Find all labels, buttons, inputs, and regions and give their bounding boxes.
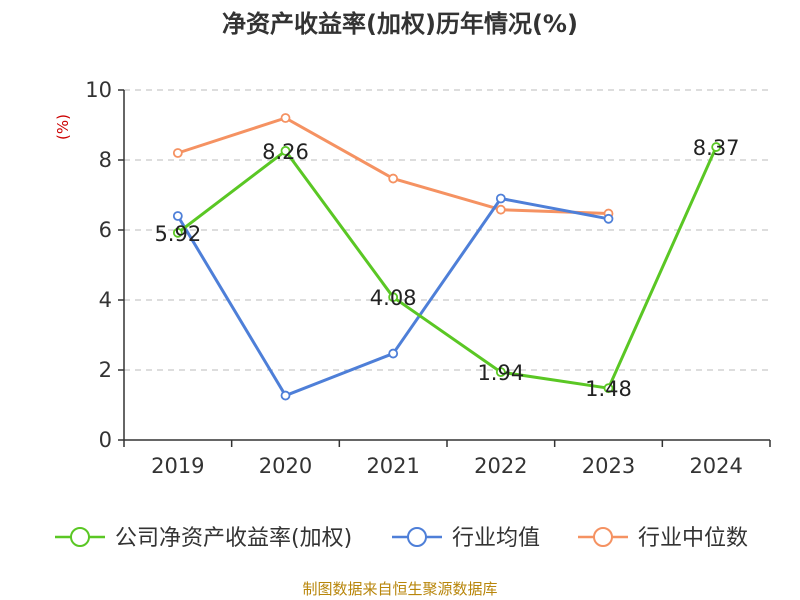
y-tick-label: 2 bbox=[99, 358, 112, 382]
data-labels: 5.92 8.26 4.08 1.94 1.48 8.37 bbox=[154, 136, 739, 401]
source-note: 制图数据来自恒生聚源数据库 bbox=[302, 580, 497, 598]
y-tick-label: 6 bbox=[99, 218, 112, 242]
data-point bbox=[495, 193, 506, 204]
data-label: 8.26 bbox=[262, 140, 309, 164]
legend-label: 公司净资产收益率(加权) bbox=[115, 526, 352, 551]
data-point bbox=[172, 227, 183, 238]
data-label: 1.94 bbox=[477, 361, 524, 385]
data-point bbox=[172, 211, 183, 221]
data-point bbox=[603, 383, 614, 394]
y-tick-label: 0 bbox=[99, 428, 112, 452]
y-tick-label: 10 bbox=[85, 78, 112, 102]
y-tick-label: 8 bbox=[99, 148, 112, 172]
legend-label: 行业中位数 bbox=[638, 526, 748, 551]
legend[interactable]: 公司净资产收益率(加权) 行业均值 行业中位数 bbox=[55, 526, 748, 551]
x-tick-label: 2019 bbox=[151, 454, 204, 478]
chart-title: 净资产收益率(加权)历年情况(%) bbox=[222, 10, 578, 38]
data-point bbox=[388, 348, 399, 359]
data-label: 5.92 bbox=[154, 222, 201, 246]
x-tick-label: 2022 bbox=[474, 454, 527, 478]
y-axis-unit: (%) bbox=[54, 114, 72, 140]
legend-label: 行业均值 bbox=[452, 526, 540, 551]
data-point bbox=[495, 204, 506, 215]
y-tick-labels: 0 2 4 6 8 10 bbox=[85, 78, 112, 452]
series-line-2 bbox=[177, 116, 609, 216]
gridlines bbox=[124, 89, 770, 371]
series-line-0 bbox=[176, 146, 718, 390]
legend-item-1[interactable]: 行业均值 bbox=[392, 526, 540, 551]
legend-item-0[interactable]: 公司净资产收益率(加权) bbox=[55, 526, 352, 551]
legend-item-2[interactable]: 行业中位数 bbox=[578, 526, 748, 551]
data-label: 4.08 bbox=[370, 286, 417, 310]
legend-swatch-marker bbox=[407, 527, 427, 547]
x-tick-label: 2024 bbox=[689, 454, 742, 478]
data-point bbox=[711, 142, 722, 152]
y-tick-label: 4 bbox=[99, 288, 112, 312]
legend-swatch-marker bbox=[70, 527, 90, 547]
data-point bbox=[280, 145, 291, 156]
x-tick-label: 2020 bbox=[259, 454, 312, 478]
data-point bbox=[495, 367, 506, 378]
data-point bbox=[388, 292, 399, 303]
data-point bbox=[388, 173, 399, 184]
data-point bbox=[280, 390, 291, 401]
x-tick-label: 2021 bbox=[366, 454, 419, 478]
series-group bbox=[172, 113, 722, 401]
data-point bbox=[603, 213, 614, 224]
data-label: 1.48 bbox=[585, 377, 632, 401]
x-tick-label: 2023 bbox=[582, 454, 635, 478]
axes bbox=[118, 89, 771, 447]
data-point bbox=[280, 113, 291, 123]
x-tick-labels: 2019 2020 2021 2022 2023 2024 bbox=[151, 454, 743, 478]
data-label: 8.37 bbox=[693, 136, 740, 160]
legend-swatch-marker bbox=[593, 527, 613, 547]
data-point bbox=[172, 148, 183, 158]
